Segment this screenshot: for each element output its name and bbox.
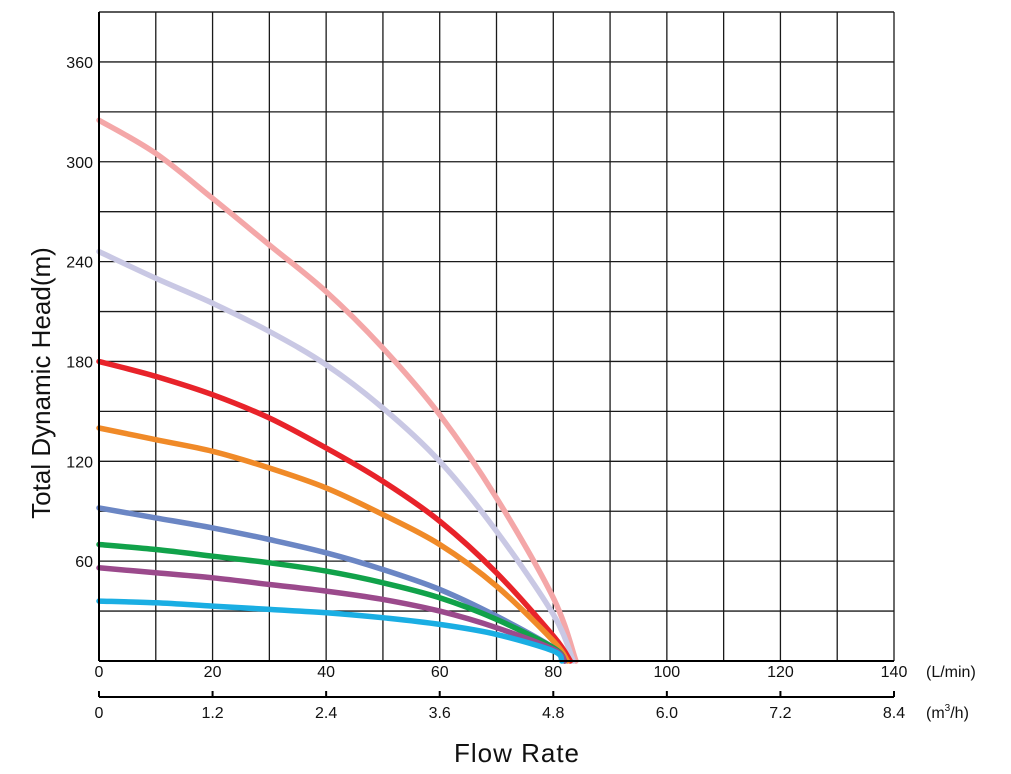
x-tick-label-secondary: 3.6 (429, 705, 451, 722)
y-tick-label: 300 (66, 155, 93, 172)
x-axis-secondary-unit-prefix: (m (926, 705, 945, 722)
x-tick-label-primary: 120 (767, 664, 794, 681)
x-tick-label-primary: 140 (881, 664, 908, 681)
series-line-7 (96, 565, 568, 664)
x-tick-label-secondary: 4.8 (542, 705, 564, 722)
x-axis-secondary-unit: (m3/h) (926, 703, 969, 722)
x-tick-label-secondary: 6.0 (656, 705, 678, 722)
y-tick-label: 120 (66, 454, 93, 471)
x-axis-secondary-unit-suffix: /h) (950, 705, 969, 722)
series-line-6 (96, 541, 568, 664)
x-tick-label-primary: 0 (95, 664, 104, 681)
axes: 60 120 180 240 300 360 0 20 40 60 80 100 120 140 0 1.2 2… (66, 12, 907, 722)
x-axis-secondary-unit-sup: 3 (945, 703, 951, 714)
grid (98, 11, 895, 662)
y-axis-label: Total Dynamic Head(m) (26, 247, 56, 519)
series-line-4 (96, 425, 571, 664)
x-tick-label-primary: 40 (317, 664, 335, 681)
series-line-8 (96, 598, 565, 664)
series-group (96, 117, 579, 664)
y-tick-label: 360 (66, 55, 93, 72)
x-axis-label: Flow Rate (454, 738, 580, 768)
x-tick-label-primary: 100 (654, 664, 681, 681)
x-tick-label-secondary: 0 (95, 705, 104, 722)
x-tick-label-primary: 80 (544, 664, 562, 681)
y-tick-label: 60 (75, 554, 93, 571)
x-tick-label-secondary: 2.4 (315, 705, 337, 722)
y-tick-label: 240 (66, 255, 93, 272)
labels: Total Dynamic Head(m) Flow Rate (L/min) … (26, 247, 976, 768)
series-line-3 (96, 358, 574, 664)
series-line-2 (96, 248, 576, 664)
x-tick-label-primary: 60 (431, 664, 449, 681)
x-tick-label-secondary: 1.2 (201, 705, 223, 722)
x-tick-label-secondary: 7.2 (769, 705, 791, 722)
y-tick-label: 180 (66, 354, 93, 371)
series-line-1 (96, 117, 579, 664)
x-tick-label-secondary: 8.4 (883, 705, 905, 722)
x-tick-label-primary: 20 (204, 664, 222, 681)
x-axis-primary-unit: (L/min) (926, 664, 976, 681)
